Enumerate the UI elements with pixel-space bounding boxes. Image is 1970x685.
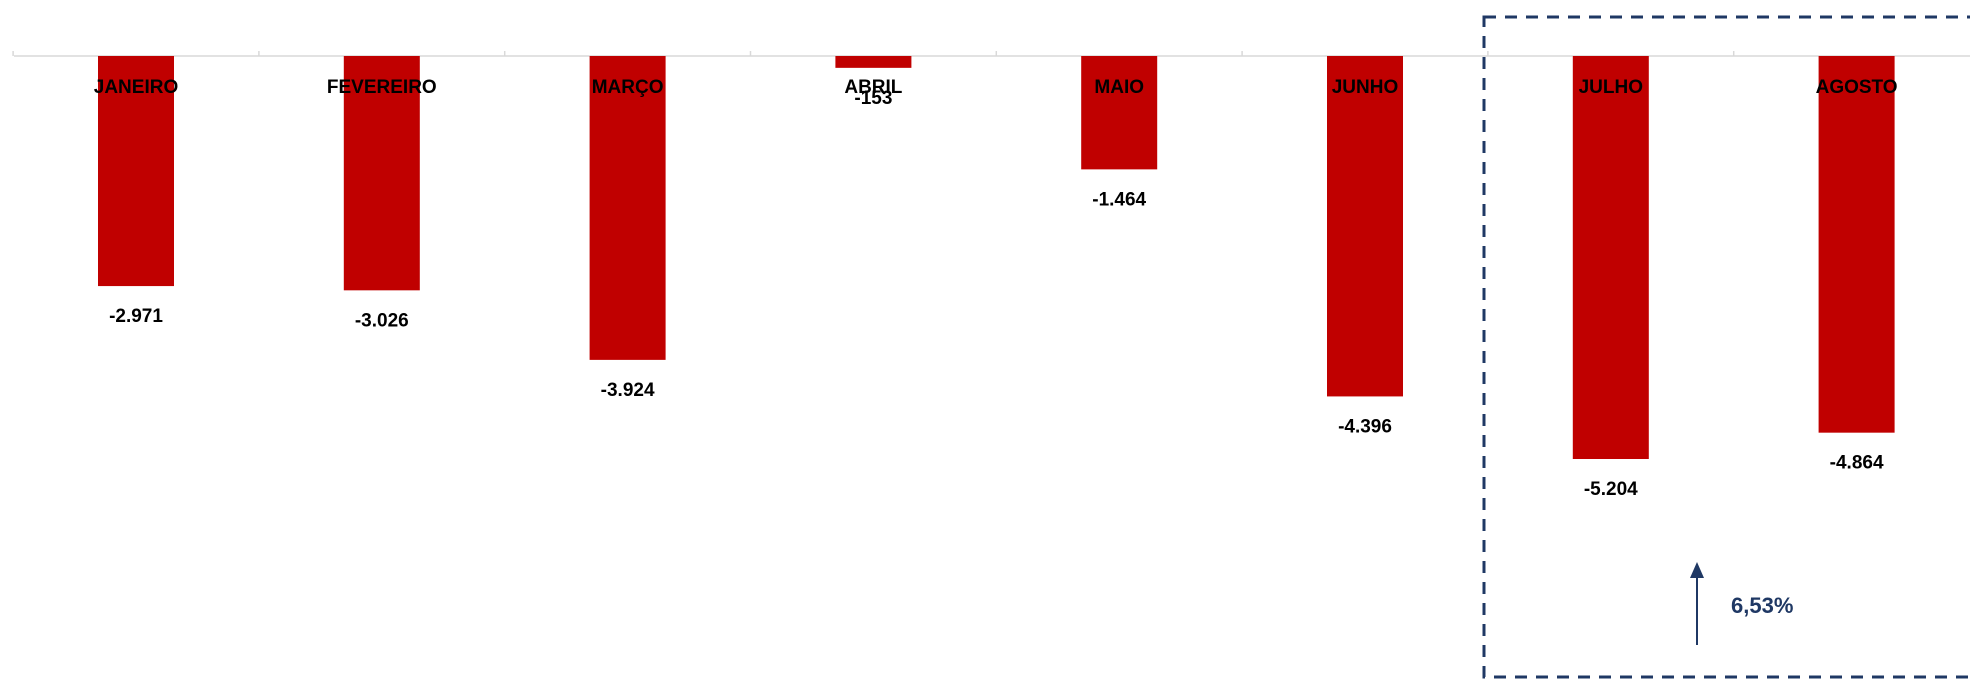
bar-4 [1081, 56, 1158, 170]
value-label: -153 [854, 88, 892, 109]
bar-3 [835, 56, 912, 68]
category-label: AGOSTO [1816, 77, 1898, 98]
category-label: JULHO [1579, 77, 1643, 98]
category-label: JANEIRO [94, 77, 178, 98]
bar-2 [589, 56, 666, 360]
value-label: -3.924 [601, 380, 655, 401]
category-label: ABRIL [844, 77, 902, 98]
bar-1 [343, 56, 420, 291]
category-label: JUNHO [1332, 77, 1399, 98]
arrow-up-icon [1690, 562, 1704, 578]
value-label: -1.464 [1092, 189, 1146, 210]
bar-7 [1818, 56, 1895, 433]
category-label: FEVEREIRO [327, 77, 437, 98]
change-percentage-label: 6,53% [1731, 593, 1793, 618]
value-label: -3.026 [355, 310, 409, 331]
bar-6 [1572, 56, 1649, 459]
bar-0 [98, 56, 174, 287]
value-label: -4.864 [1830, 453, 1884, 474]
category-label: MAIO [1094, 77, 1144, 98]
value-label: -2.971 [109, 306, 163, 327]
value-label: -4.396 [1338, 416, 1392, 437]
bar-5 [1327, 56, 1403, 397]
highlight-box [1482, 15, 1970, 679]
value-label: -5.204 [1584, 479, 1638, 500]
category-label: MARÇO [592, 77, 664, 98]
